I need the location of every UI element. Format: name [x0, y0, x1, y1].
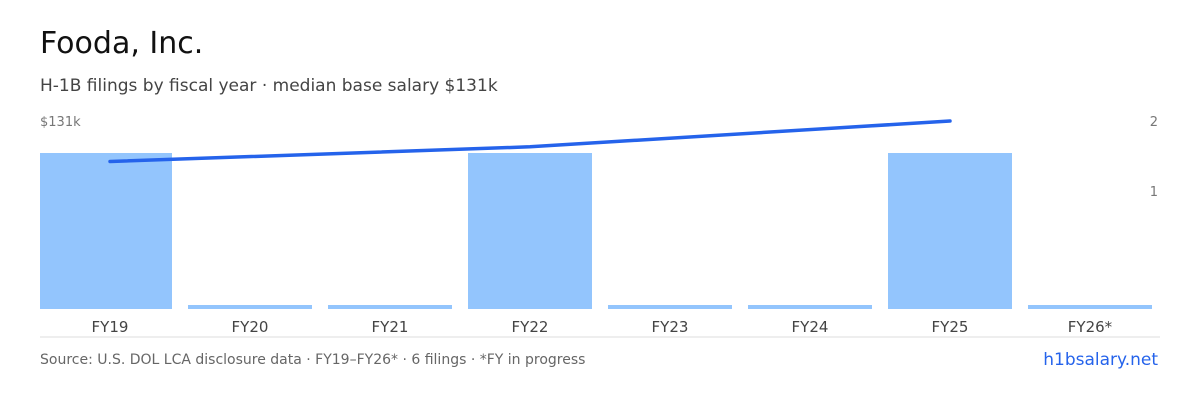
salary-line — [108, 119, 952, 164]
bar-group — [40, 153, 1152, 309]
x-axis-tick: FY23 — [652, 318, 689, 336]
right-axis-tick: 2 — [1150, 115, 1158, 130]
bar — [608, 305, 732, 309]
x-axis-tick: FY20 — [232, 318, 269, 336]
bar — [468, 153, 592, 309]
page-title: Fooda, Inc. — [40, 26, 204, 61]
source-note: Source: U.S. DOL LCA disclosure data · F… — [40, 352, 586, 368]
chart-subtitle: H-1B filings by fiscal year · median bas… — [40, 76, 498, 96]
left-axis-label: $131k — [40, 115, 81, 130]
bar — [888, 153, 1012, 309]
bar — [188, 305, 312, 309]
x-axis-tick: FY22 — [512, 318, 549, 336]
bar — [1028, 305, 1152, 309]
right-axis-tick: 1 — [1150, 185, 1158, 200]
x-axis: FY19 FY20 FY21 FY22 FY23 FY24 FY25 FY26* — [92, 318, 1113, 336]
x-axis-tick: FY19 — [92, 318, 129, 336]
bar — [40, 153, 172, 309]
line-group — [108, 119, 952, 164]
x-axis-tick: FY26* — [1068, 318, 1113, 336]
x-axis-tick: FY25 — [932, 318, 969, 336]
bar — [328, 305, 452, 309]
x-axis-tick: FY24 — [792, 318, 829, 336]
bar — [748, 305, 872, 309]
brand-link[interactable]: h1bsalary.net — [1043, 350, 1158, 370]
x-axis-tick: FY21 — [372, 318, 409, 336]
